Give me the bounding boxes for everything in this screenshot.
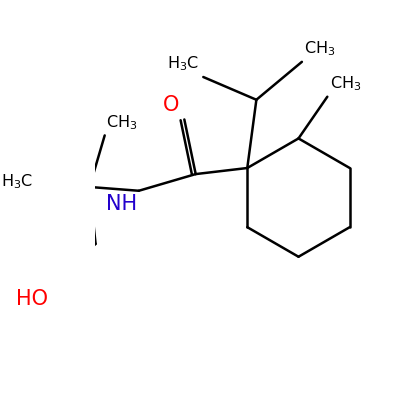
- Text: O: O: [162, 95, 179, 115]
- Text: NH: NH: [106, 194, 137, 214]
- Text: H$_3$C: H$_3$C: [1, 172, 34, 191]
- Text: CH$_3$: CH$_3$: [106, 113, 138, 132]
- Text: CH$_3$: CH$_3$: [304, 39, 336, 58]
- Text: H$_3$C: H$_3$C: [168, 54, 200, 73]
- Text: CH$_3$: CH$_3$: [330, 74, 361, 93]
- Text: HO: HO: [16, 289, 48, 309]
